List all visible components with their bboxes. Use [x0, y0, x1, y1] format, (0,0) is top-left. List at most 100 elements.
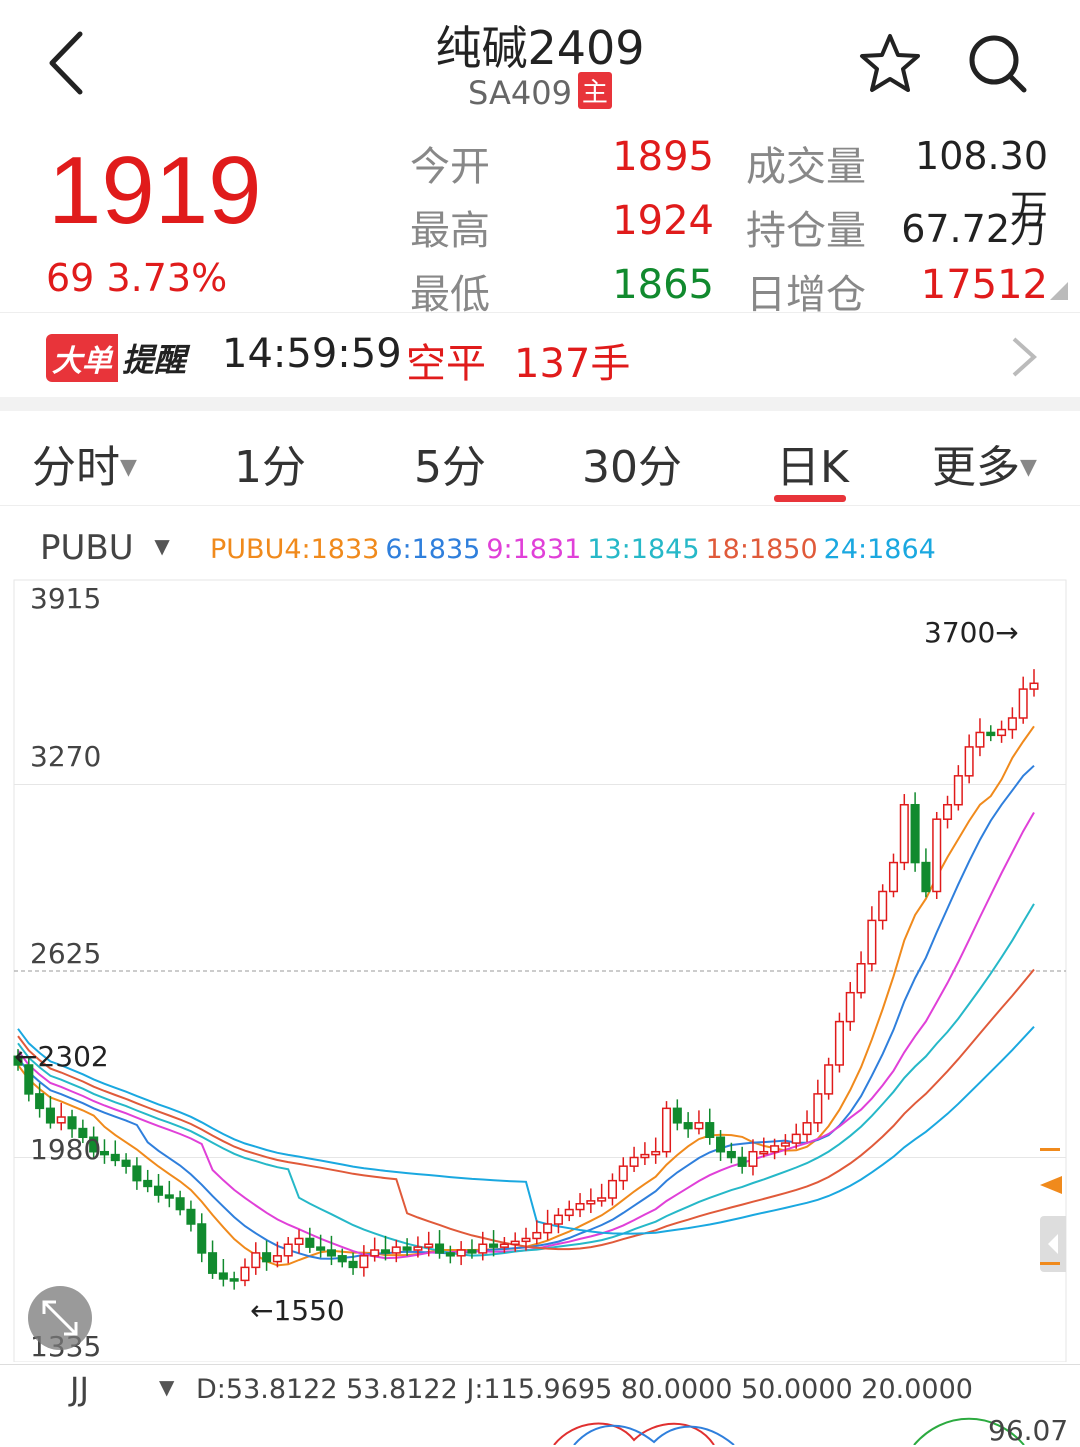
sub-indicator-selector[interactable]: JJ ▼ [70, 1370, 174, 1408]
tab-30min[interactable]: 30分 [582, 442, 682, 493]
candle-body [878, 890, 888, 922]
candle-body [89, 1136, 99, 1153]
tab-intraday[interactable]: 分时▼ [32, 431, 137, 495]
stat-value-open-interest: 67.72万 [901, 207, 1048, 251]
candle-body [921, 861, 931, 893]
active-tab-indicator [774, 495, 846, 502]
candle-body [964, 746, 974, 777]
candle-body [834, 1020, 844, 1066]
stat-value-low: 1865 [612, 262, 714, 308]
main-contract-badge: 主 [577, 72, 612, 109]
ma-label-4: PUBU4:1833 [210, 534, 380, 565]
candle-body [380, 1249, 391, 1254]
candle-body [337, 1255, 347, 1263]
candle-body [770, 1145, 780, 1153]
search-icon [969, 35, 1027, 93]
candle-body [759, 1150, 769, 1155]
tab-5min[interactable]: 5分 [414, 442, 486, 493]
candle-body [953, 775, 963, 806]
stat-label-low: 最低 [410, 272, 490, 318]
ma-line [17, 811, 1035, 1260]
candle-body [467, 1249, 477, 1254]
candle-body [510, 1240, 520, 1245]
stat-label-open-interest: 持仓量 [746, 208, 866, 254]
candle-body [229, 1278, 239, 1282]
big-order-alert-bar[interactable]: 大单 提醒 14:59:59 空平 137手 [0, 313, 1080, 397]
ma-line [17, 903, 1035, 1257]
alert-volume: 137手 [514, 341, 631, 387]
alert-time: 14:59:59 [222, 331, 402, 377]
annotation-high: 3700→ [924, 616, 1019, 649]
price-marker-icon [1040, 1148, 1060, 1151]
candle-body [56, 1116, 66, 1124]
indicator-selector[interactable]: PUBU ▼ [40, 528, 170, 568]
candle-body [802, 1122, 812, 1136]
sub-indicator-values-text: D:53.8122 53.8122 J:115.9695 80.0000 50.… [196, 1374, 973, 1405]
indicator-name: PUBU [40, 528, 134, 568]
star-icon [860, 34, 920, 92]
ma-legend: PUBU4:1833 6:1835 9:1831 13:1845 18:1850 24:1… [210, 534, 946, 565]
corner-triangle-icon [1050, 282, 1068, 300]
tab-daily-k[interactable]: 日K [776, 442, 849, 493]
tab-more[interactable]: 更多▼ [932, 431, 1037, 495]
candle-body [391, 1246, 401, 1254]
page-title: 纯碱2409 [435, 21, 645, 75]
candle-body [845, 991, 855, 1023]
candle-body [942, 803, 953, 820]
dropdown-caret-icon: ▼ [154, 534, 170, 558]
candle-body [564, 1208, 574, 1217]
candle-body [1018, 688, 1028, 719]
y-tick-label: 3270 [30, 740, 102, 773]
candle-body [575, 1203, 585, 1211]
stat-label-high: 最高 [410, 208, 490, 254]
candle-body [1007, 717, 1017, 731]
dropdown-caret-icon: ▼ [1020, 455, 1037, 480]
candle-body [456, 1249, 466, 1257]
favorite-button[interactable] [858, 32, 922, 96]
candle-body [867, 919, 877, 965]
candle-body [607, 1179, 618, 1199]
candlestick-chart[interactable] [0, 572, 1080, 1362]
candle-body [99, 1150, 110, 1156]
candle-body [910, 803, 920, 864]
contract-code: SA409 主 [0, 72, 1080, 112]
tab-1min[interactable]: 1分 [234, 442, 306, 493]
candle-body [24, 1064, 34, 1095]
candle-body [521, 1237, 531, 1243]
candle-body [975, 731, 985, 748]
candle-body [532, 1231, 542, 1240]
candle-body [402, 1246, 412, 1251]
candle-body [1029, 682, 1039, 690]
candle-body [262, 1252, 272, 1263]
annotation-low: ←1550 [250, 1294, 345, 1327]
search-button[interactable] [966, 32, 1030, 96]
candle-body [316, 1246, 326, 1251]
candle-body [478, 1243, 488, 1254]
stat-value-daily-oi-change: 17512 [920, 262, 1048, 308]
candle-body [175, 1197, 185, 1211]
fullscreen-button[interactable] [28, 1286, 92, 1350]
sub-indicator-values: D:53.8122 53.8122 J:115.9695 80.0000 50.… [196, 1374, 973, 1405]
candle-body [153, 1185, 164, 1196]
stat-label-volume: 成交量 [746, 144, 866, 190]
candle-body [326, 1249, 336, 1257]
candle-body [618, 1165, 628, 1182]
candle-body [543, 1223, 553, 1234]
candle-body [748, 1150, 758, 1167]
candle-body [370, 1249, 380, 1257]
price-marker-icon [1040, 1262, 1060, 1265]
triangle-left-icon [1040, 1176, 1062, 1194]
back-button[interactable] [40, 28, 100, 98]
candle-body [348, 1260, 358, 1269]
stat-value-volume: 108.30万 [915, 134, 1048, 231]
y-tick-label: 2625 [30, 937, 102, 970]
ma-line [17, 1026, 1035, 1235]
alert-badge-reminder: 提醒 [122, 341, 187, 379]
candle-body [413, 1246, 423, 1251]
ma-label-24: 24:1864 [823, 534, 936, 565]
candle-body [651, 1150, 661, 1156]
candle-body [899, 803, 909, 864]
candle-body [553, 1214, 563, 1225]
candle-body [305, 1237, 315, 1248]
candle-body [294, 1237, 304, 1245]
